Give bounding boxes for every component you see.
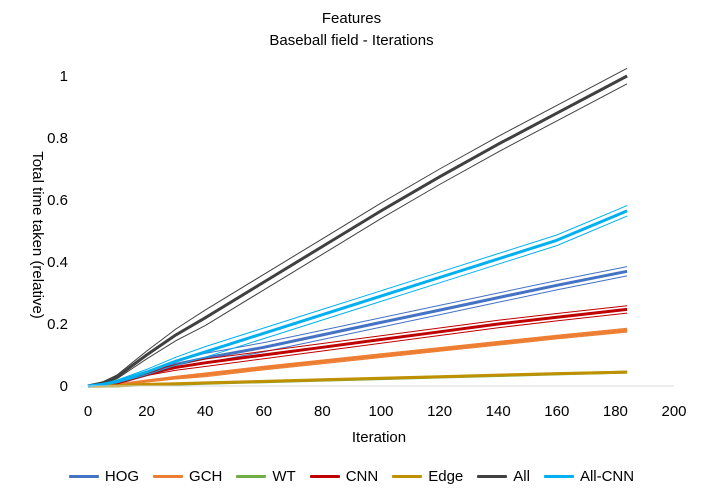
x-tick-label: 0 [84,403,92,420]
x-tick-label: 40 [197,403,214,420]
series-layer [87,67,628,388]
legend-swatch [153,475,184,478]
legend-swatch [477,475,508,478]
x-tick-label: 120 [427,403,452,420]
y-axis-ticks: 0 0.2 0.4 0.6 0.8 1 [47,68,68,395]
x-axis-ticks: 0 20 40 60 80 100 120 140 160 180 200 [84,403,687,420]
series-envelope-line [87,83,628,387]
legend-swatch [392,475,423,478]
series-envelope-line [87,67,628,387]
legend-item: All [477,468,530,485]
title-block: Features Baseball field - Iterations [0,8,703,52]
y-tick-label: 0.8 [47,130,68,147]
series-line [87,74,628,388]
series-gch [87,327,628,388]
legend-swatch [543,475,574,478]
legend-item: GCH [153,468,222,485]
x-tick-label: 200 [661,403,686,420]
chart-title: Features [321,10,382,27]
x-tick-label: 80 [314,403,331,420]
y-tick-label: 1 [60,68,68,85]
y-tick-label: 0.2 [47,316,68,333]
legend: HOG GCH WT CNN Edge All All-CNN [0,468,703,485]
legend-label: WT [272,468,296,485]
x-tick-label: 20 [138,403,155,420]
y-tick-label: 0.6 [47,192,68,209]
legend-item: WT [236,468,296,485]
x-tick-label: 140 [486,403,511,420]
chart-subtitle: Baseball field - Iterations [269,32,434,49]
legend-item: CNN [309,468,379,485]
y-axis-title: Total time taken (relative) [29,151,46,319]
legend-label: All [513,468,530,485]
legend-label: HOG [104,468,140,485]
legend-item: Edge [392,468,463,485]
legend-swatch [309,475,340,478]
legend-label: GCH [189,468,223,485]
x-axis-title: Iteration [352,429,406,446]
series-line [87,209,628,388]
legend-label: Edge [428,468,464,485]
x-tick-label: 100 [368,403,393,420]
x-tick-label: 160 [544,403,569,420]
legend-label: All-CNN [579,468,635,485]
legend-swatch [68,475,99,478]
legend-item: HOG [68,468,140,485]
x-tick-label: 60 [255,403,272,420]
y-tick-label: 0.4 [47,254,68,271]
y-tick-label: 0 [60,378,68,395]
legend-item: All-CNN [543,468,635,485]
legend-label: CNN [345,468,379,485]
series-all [87,67,628,388]
legend-swatch [236,475,267,478]
series-all-cnn [87,205,628,388]
x-tick-label: 180 [603,403,628,420]
